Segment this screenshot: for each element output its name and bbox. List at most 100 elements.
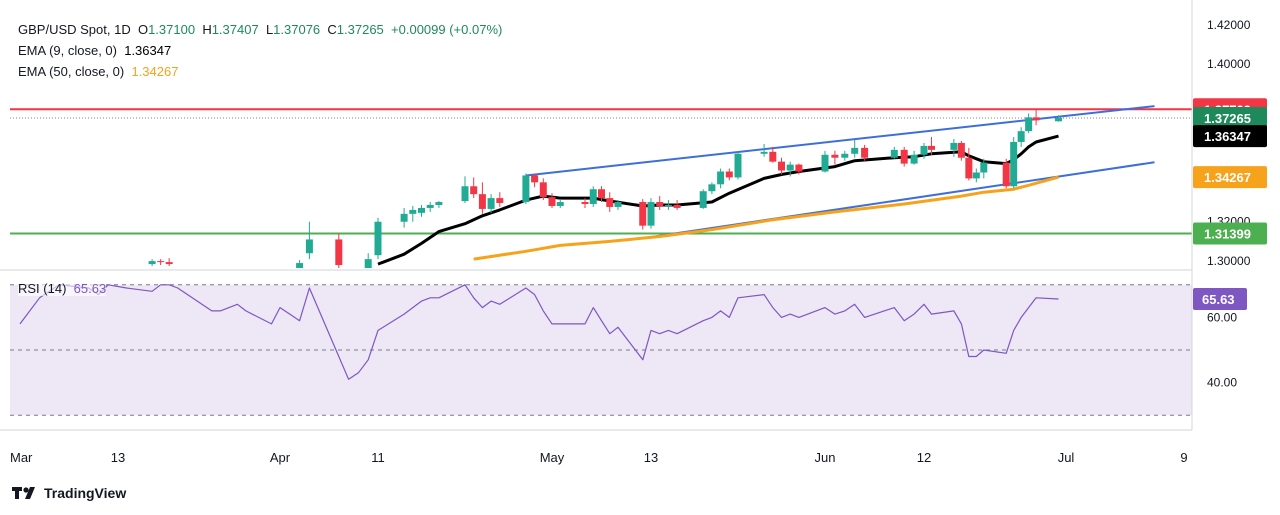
candle[interactable] [1032, 109, 1040, 126]
candle[interactable] [965, 147, 973, 181]
candle[interactable] [614, 200, 622, 210]
candle[interactable] [548, 193, 556, 208]
candle-body [409, 209, 417, 214]
candle[interactable] [426, 202, 434, 212]
candle[interactable] [522, 173, 530, 204]
candle[interactable] [910, 150, 918, 165]
candle[interactable] [496, 192, 504, 207]
candle[interactable] [418, 204, 425, 217]
candle[interactable] [795, 163, 803, 175]
candle-body [374, 221, 382, 256]
low-value: 1.37076 [273, 22, 321, 37]
candle[interactable] [980, 158, 988, 179]
candle-body [861, 147, 869, 158]
candle[interactable] [606, 192, 614, 212]
candle[interactable] [296, 260, 304, 273]
candle[interactable] [841, 150, 849, 161]
candle[interactable] [664, 200, 672, 210]
candle[interactable] [335, 233, 343, 275]
price-pane[interactable]: 1.420001.400001.320001.300001.377091.372… [10, 18, 1267, 275]
candle[interactable] [1010, 137, 1018, 189]
ema50-legend[interactable]: EMA (50, close, 0) 1.34267 [18, 64, 178, 79]
candle[interactable] [556, 199, 564, 208]
candle[interactable] [400, 207, 408, 228]
candle[interactable] [531, 173, 539, 188]
candle[interactable] [699, 189, 707, 209]
candle[interactable] [1017, 127, 1025, 147]
candle-body [1032, 117, 1040, 121]
candle[interactable] [708, 182, 716, 195]
price-plot-area [10, 105, 1192, 275]
candle[interactable] [409, 205, 417, 222]
candle[interactable] [769, 146, 777, 163]
price-label[interactable]: 1.36347 [1193, 125, 1267, 148]
candle[interactable] [950, 139, 958, 157]
candle-body [364, 259, 372, 268]
candle[interactable] [760, 143, 768, 157]
candle[interactable] [821, 150, 829, 173]
tradingview-logo-icon [12, 487, 35, 499]
price-label-box [1193, 222, 1267, 245]
rsi-last-label[interactable]: 65.63 [1193, 288, 1247, 311]
candle[interactable] [1002, 158, 1010, 189]
candle[interactable] [851, 140, 859, 158]
rsi-pane[interactable]: 40.00 60.00 65.63 [10, 284, 1247, 416]
candle[interactable] [461, 176, 469, 204]
candle[interactable] [148, 259, 156, 267]
candle[interactable] [165, 258, 173, 267]
candle[interactable] [487, 194, 495, 213]
candle[interactable] [305, 221, 313, 260]
candle-body [335, 239, 343, 266]
candle-body [831, 154, 839, 158]
candle[interactable] [647, 198, 655, 229]
candle[interactable] [831, 150, 839, 165]
candle[interactable] [589, 186, 597, 207]
x-tick-label: 12 [917, 450, 931, 465]
candle[interactable] [374, 217, 382, 260]
candle-body [841, 153, 849, 158]
candle[interactable] [656, 196, 664, 210]
candle[interactable] [435, 201, 443, 208]
candle[interactable] [717, 168, 725, 189]
symbol-title[interactable]: GBP/USD Spot, 1D [18, 22, 131, 37]
price-label[interactable]: 1.31399 [1193, 222, 1267, 245]
channel-upper-line[interactable] [525, 105, 1155, 177]
candle[interactable] [861, 144, 869, 161]
candle[interactable] [478, 182, 486, 214]
candle[interactable] [957, 140, 965, 161]
candle[interactable] [581, 198, 589, 208]
price-label-text: 1.34267 [1204, 170, 1251, 185]
rsi-legend[interactable]: RSI (14) 65.63 [18, 281, 107, 296]
ema9-legend[interactable]: EMA (9, close, 0) 1.36347 [18, 43, 171, 58]
ema50-line[interactable] [473, 175, 1059, 261]
candle[interactable] [778, 157, 785, 175]
candle[interactable] [1025, 113, 1033, 134]
candle[interactable] [786, 161, 794, 177]
candle[interactable] [639, 199, 647, 230]
candle-body [487, 198, 495, 209]
tradingview-logo[interactable]: TradingView [12, 485, 126, 501]
candle[interactable] [539, 178, 547, 201]
candle-body [708, 184, 716, 192]
candle[interactable] [920, 142, 928, 159]
candle-body [435, 202, 443, 205]
candle[interactable] [927, 137, 935, 155]
price-label[interactable]: 1.34267 [1193, 166, 1267, 189]
candle[interactable] [364, 253, 372, 273]
candle[interactable] [972, 168, 980, 183]
candle[interactable] [673, 200, 681, 210]
x-tick-label: 13 [644, 450, 658, 465]
candle[interactable] [890, 146, 898, 159]
candle[interactable] [598, 186, 605, 203]
candle[interactable] [900, 146, 908, 167]
candle[interactable] [470, 177, 478, 199]
candle[interactable] [734, 151, 742, 180]
candle-body [821, 154, 829, 172]
candle[interactable] [725, 168, 733, 181]
candle-body [478, 194, 486, 209]
rsi-line[interactable] [19, 284, 1059, 380]
candle[interactable] [157, 259, 165, 266]
candle[interactable] [1055, 115, 1063, 122]
price-label[interactable]: 1.37265 [1193, 107, 1267, 130]
